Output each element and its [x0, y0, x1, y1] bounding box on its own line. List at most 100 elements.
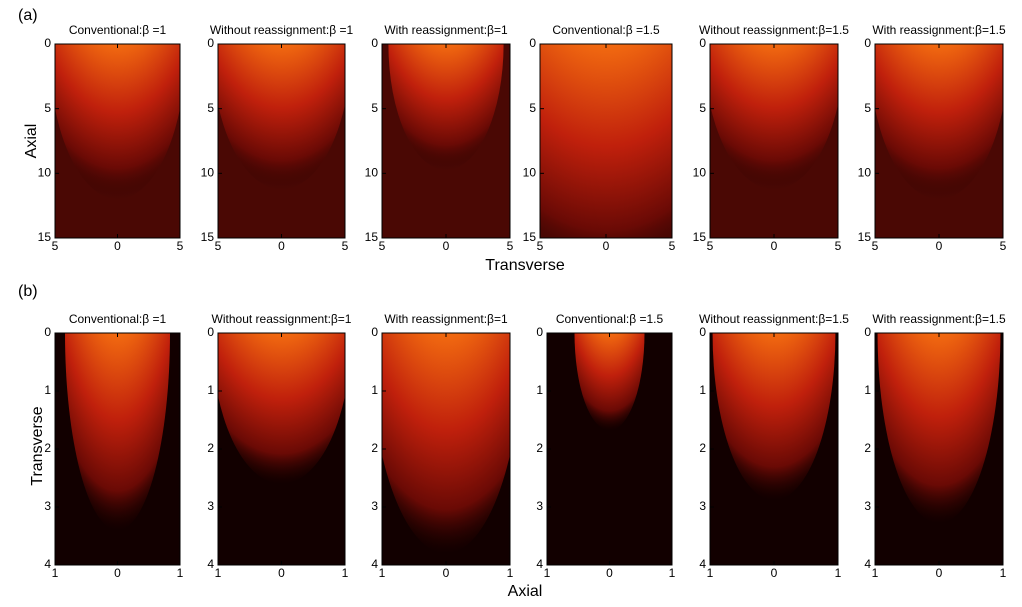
x-tick-label: 0: [278, 566, 285, 580]
y-tick-label: 5: [699, 101, 706, 115]
y-tick-label: 3: [371, 499, 378, 513]
x-tick-label: 0: [443, 239, 450, 253]
x-tick-label: 1: [669, 566, 676, 580]
heatmap-field: [877, 333, 1001, 524]
y-tick-label: 15: [201, 230, 215, 244]
y-tick-label: 0: [864, 36, 871, 50]
x-tick-label: 0: [443, 566, 450, 580]
x-tick-label: 0: [771, 566, 778, 580]
x-tick-label: 1: [215, 566, 222, 580]
y-tick-label: 1: [371, 383, 378, 397]
x-axis-label: Axial: [508, 583, 543, 600]
y-tick-label: 5: [207, 101, 214, 115]
heatmap-field: [65, 333, 170, 531]
panel: Conventional:β =1 5 0 5 0 5 10 15: [38, 23, 184, 253]
heatmap-field: [875, 44, 1003, 200]
x-tick-label: 0: [114, 566, 121, 580]
panel: Without reassignment:β=1.5 5 0 5 0 5 10 15: [693, 23, 850, 253]
panel: Conventional:β =1 1 0 1 0 1 2 3 4: [44, 312, 183, 580]
y-tick-label: 0: [371, 325, 378, 339]
y-tick-label: 1: [44, 383, 51, 397]
x-tick-label: 1: [342, 566, 349, 580]
y-tick-label: 0: [44, 325, 51, 339]
y-tick-label: 15: [858, 230, 872, 244]
panel-title: With reassignment:β=1.5: [872, 23, 1006, 37]
y-tick-label: 15: [523, 230, 537, 244]
y-axis-label: Transverse: [29, 406, 46, 486]
x-tick-label: 5: [872, 239, 879, 253]
y-tick-label: 10: [365, 166, 379, 180]
y-tick-label: 1: [699, 383, 706, 397]
x-tick-label: 5: [342, 239, 349, 253]
heatmap-field: [382, 333, 510, 554]
panel: Without reassignment:β =1 5 0 5 0 5 10 15: [201, 23, 354, 253]
x-tick-label: 5: [669, 239, 676, 253]
y-tick-label: 0: [699, 325, 706, 339]
x-tick-label: 1: [872, 566, 879, 580]
panel-label: (b): [18, 283, 38, 300]
panel-title: Without reassignment:β=1.5: [699, 312, 849, 326]
panel: With reassignment:β=1.5 1 0 1 0 1 2 3 4: [864, 312, 1007, 580]
x-tick-label: 5: [379, 239, 386, 253]
x-tick-label: 5: [177, 239, 184, 253]
y-tick-label: 2: [207, 441, 214, 455]
heatmap-field: [710, 44, 838, 190]
panel: With reassignment:β=1.5 5 0 5 0 5 10 15: [858, 23, 1007, 253]
heatmap-field: [574, 333, 645, 431]
x-tick-label: 0: [603, 239, 610, 253]
x-tick-label: 0: [936, 566, 943, 580]
y-tick-label: 3: [536, 499, 543, 513]
x-tick-label: 5: [1000, 239, 1007, 253]
panel-title: Conventional:β =1: [69, 312, 167, 326]
x-tick-label: 5: [507, 239, 514, 253]
x-tick-label: 0: [936, 239, 943, 253]
y-tick-label: 4: [699, 557, 706, 571]
y-tick-label: 5: [864, 101, 871, 115]
y-tick-label: 4: [44, 557, 51, 571]
panel-title: Without reassignment:β =1: [210, 23, 354, 37]
y-tick-label: 0: [207, 36, 214, 50]
y-tick-label: 0: [44, 36, 51, 50]
panel-label: (a): [18, 7, 38, 24]
y-tick-label: 4: [371, 557, 378, 571]
y-tick-label: 0: [371, 36, 378, 50]
panel: Without reassignment:β=1.5 1 0 1 0 1 2 3 4: [699, 312, 849, 580]
y-tick-label: 0: [699, 36, 706, 50]
y-tick-label: 0: [864, 325, 871, 339]
panel: With reassignment:β=1 5 0 5 0 5 10 15: [365, 23, 514, 253]
y-tick-label: 3: [699, 499, 706, 513]
x-tick-label: 1: [1000, 566, 1007, 580]
y-tick-label: 2: [864, 441, 871, 455]
panel: Conventional:β =1.5 1 0 1 0 1 2 3 4: [536, 312, 676, 580]
x-tick-label: 0: [114, 239, 121, 253]
y-tick-label: 10: [38, 166, 52, 180]
y-axis-label: Axial: [23, 124, 40, 159]
heatmap-field: [218, 333, 345, 484]
y-tick-label: 10: [523, 166, 537, 180]
y-tick-label: 3: [44, 499, 51, 513]
x-tick-label: 0: [278, 239, 285, 253]
y-tick-label: 0: [529, 36, 536, 50]
y-tick-label: 1: [864, 383, 871, 397]
y-tick-label: 15: [365, 230, 379, 244]
y-tick-label: 5: [371, 101, 378, 115]
x-tick-label: 1: [544, 566, 551, 580]
y-tick-label: 2: [371, 441, 378, 455]
x-tick-label: 1: [835, 566, 842, 580]
heatmap-field: [540, 44, 672, 238]
panel-title: Conventional:β =1.5: [552, 23, 660, 37]
y-tick-label: 1: [536, 383, 543, 397]
y-tick-label: 5: [529, 101, 536, 115]
y-tick-label: 3: [207, 499, 214, 513]
panel-title: Without reassignment:β=1.5: [699, 23, 849, 37]
x-axis-label: Transverse: [485, 257, 565, 274]
y-tick-label: 4: [864, 557, 871, 571]
y-tick-label: 15: [38, 230, 52, 244]
y-tick-label: 15: [693, 230, 707, 244]
panel-title: With reassignment:β=1: [384, 312, 508, 326]
y-tick-label: 4: [536, 557, 543, 571]
heatmap-field: [218, 44, 345, 190]
y-tick-label: 3: [864, 499, 871, 513]
panel: With reassignment:β=1 1 0 1 0 1 2 3 4: [371, 312, 513, 580]
